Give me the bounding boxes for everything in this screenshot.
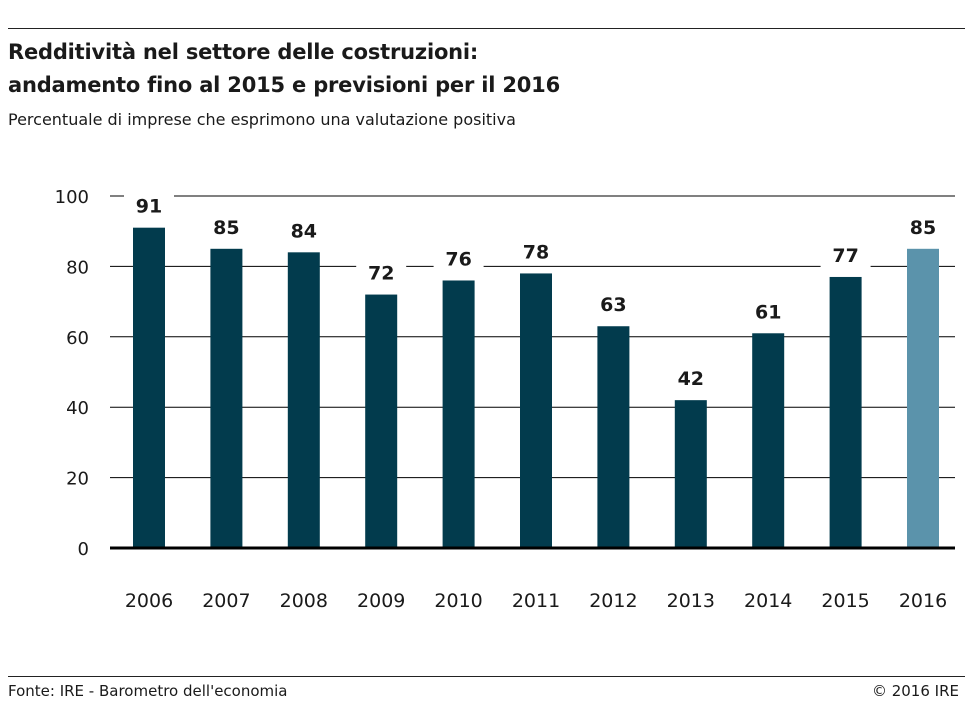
x-tick-label: 2011: [512, 590, 560, 612]
data-label: 63: [600, 294, 626, 316]
bar: [133, 227, 165, 548]
x-tick-label: 2013: [667, 590, 715, 612]
bar: [907, 248, 939, 549]
x-tick-label: 2014: [744, 590, 792, 612]
data-label: 76: [445, 248, 471, 270]
data-label-bg: [124, 192, 174, 219]
x-tick-label: 2008: [280, 590, 328, 612]
chart-title: Redditività nel settore delle costruzion…: [8, 36, 560, 102]
x-tick-label: 2010: [434, 590, 482, 612]
x-tick-label: 2016: [899, 590, 947, 612]
data-label: 84: [291, 220, 317, 242]
x-tick-label: 2015: [821, 590, 869, 612]
y-tick-label: 80: [66, 257, 89, 278]
data-label-bg: [356, 259, 407, 286]
y-tick-label: 60: [66, 328, 89, 349]
bar: [365, 294, 398, 548]
title-line-2: andamento fino al 2015 e previsioni per …: [8, 73, 560, 97]
bar: [674, 400, 707, 548]
title-line-1: Redditività nel settore delle costruzion…: [8, 40, 479, 64]
data-label: 85: [213, 217, 239, 239]
x-tick-label: 2007: [202, 590, 250, 612]
chart-subtitle: Percentuale di imprese che esprimono una…: [8, 110, 516, 129]
y-tick-label: 100: [55, 187, 89, 208]
data-label-bg: [898, 213, 948, 240]
data-label: 72: [368, 263, 394, 285]
bar: [597, 326, 630, 548]
bar: [210, 248, 243, 549]
bar: [752, 333, 785, 548]
y-tick-label: 0: [78, 539, 89, 560]
data-label: 77: [832, 245, 858, 267]
bar: [520, 273, 552, 548]
data-label: 78: [523, 241, 549, 263]
top-rule: [8, 28, 965, 29]
data-label: 61: [755, 301, 781, 323]
bar: [442, 280, 475, 548]
copyright-note: © 2016 IRE: [871, 682, 959, 700]
y-tick-label: 20: [66, 469, 89, 490]
x-tick-label: 2006: [125, 590, 173, 612]
bar: [287, 252, 320, 548]
y-tick-label: 40: [66, 398, 89, 419]
bar: [829, 276, 862, 548]
data-label-bg: [201, 213, 252, 240]
data-label-bg: [278, 217, 329, 244]
data-label-bg: [820, 241, 871, 268]
x-tick-label: 2012: [589, 590, 637, 612]
data-label: 85: [910, 217, 936, 239]
data-label-bg: [743, 298, 794, 325]
data-label: 91: [136, 196, 162, 218]
source-note: Fonte: IRE - Barometro dell'economia: [8, 682, 288, 700]
data-label-bg: [665, 365, 716, 392]
data-label-bg: [433, 245, 484, 272]
data-label-bg: [511, 238, 561, 265]
x-tick-label: 2009: [357, 590, 405, 612]
bottom-rule: [8, 676, 965, 677]
data-label-bg: [588, 291, 639, 318]
data-label: 42: [678, 368, 704, 390]
